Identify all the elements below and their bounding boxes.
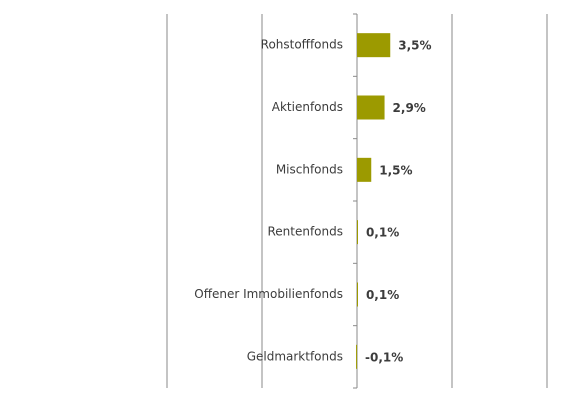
y-tick-label: Geldmarktfonds — [247, 349, 343, 363]
bar — [357, 33, 391, 58]
y-tick-label: Aktienfonds — [272, 100, 343, 114]
y-tick-label: Rentenfonds — [267, 225, 343, 239]
bar — [357, 282, 358, 307]
bar — [357, 220, 358, 245]
bar — [357, 95, 385, 120]
y-tick-label: Rohstofffonds — [261, 38, 343, 52]
y-tick-label: Offener Immobilienfonds — [194, 287, 343, 301]
value-label: 0,1% — [366, 288, 399, 302]
bar — [356, 344, 358, 369]
value-label: 3,5% — [398, 39, 431, 53]
value-label: 1,5% — [379, 163, 412, 177]
value-label: 2,9% — [393, 101, 426, 115]
y-tick-label: Mischfonds — [276, 162, 343, 176]
value-label: 0,1% — [366, 226, 399, 240]
value-label: -0,1% — [365, 350, 403, 364]
bar — [357, 157, 372, 182]
